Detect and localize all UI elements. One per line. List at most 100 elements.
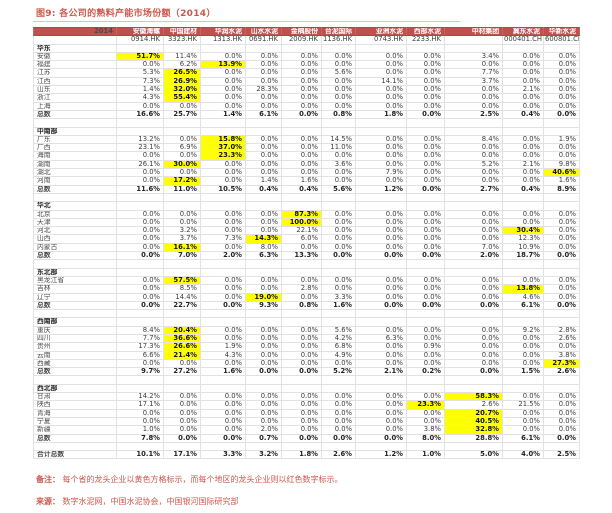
empty-cell [406,383,445,394]
value-cell: 0.0% [116,358,164,369]
value-cell: 3.8% [543,350,580,360]
value-cell: 10.5% [200,184,246,194]
value-cell: 3.7% [444,76,503,87]
value-cell: 0.0% [281,151,322,161]
value-cell: 0.0% [321,242,356,253]
row-label: 福建 [33,60,117,70]
value-cell: 0.0% [321,217,356,228]
value-cell: 6.6% [116,350,164,360]
empty-cell [406,441,445,452]
row-label: 黑龙江省 [33,275,117,286]
leader-value-cell-red: 11.6% [116,184,164,194]
value-cell: 0.0% [406,109,445,120]
value-cell: 0.0% [245,325,282,336]
value-cell: 0.0% [281,60,322,70]
value-cell: 0.0% [502,134,544,145]
stock-code-cell [444,35,503,45]
empty-cell [200,43,246,53]
empty-cell [281,118,322,128]
value-cell: 0.0% [245,134,282,145]
empty-cell [543,43,580,53]
empty-cell [543,317,580,327]
value-cell: 0.0% [406,76,445,87]
stock-code-cell: 0743.HK [355,35,407,45]
value-cell: 11.0% [321,143,356,153]
value-cell: 3.3% [321,292,356,302]
empty-cell [543,383,580,394]
empty-cell [444,126,503,136]
value-cell: 0.0% [543,400,580,410]
value-cell: 0.0% [281,433,322,443]
value-cell: 0.0% [245,416,282,427]
empty-cell [444,267,503,277]
note-remark-label: 备注： [36,475,60,484]
total-row: 总数 9.7% 27.2% 1.6% 0.0% 0.0% 5.2% 2.1% 0.2% 0.0% 1… [33,367,580,377]
value-cell: 0.0% [200,400,246,410]
empty-cell [163,317,201,327]
value-cell: 0.0% [321,60,356,70]
row-label: 云南 [33,350,117,360]
value-cell: 1.2% [355,450,407,460]
row-label: 合计总数 [33,450,117,460]
company-header-cell: 中材集团 [444,26,503,37]
empty-cell [200,441,246,452]
value-cell: 0.0% [116,300,164,311]
value-cell: 4.9% [321,350,356,360]
value-cell: 0.0% [245,342,282,352]
empty-cell [200,126,246,136]
value-cell: 0.0% [281,292,322,302]
empty-label-cell [33,259,117,269]
value-cell: 0.0% [321,408,356,418]
value-cell: 0.0% [444,275,503,286]
value-cell: 0.0% [163,433,201,443]
empty-cell [406,259,445,269]
empty-cell [502,126,544,136]
value-cell: 0.0% [245,143,282,153]
leader-value-cell-red: 27.2% [163,367,201,377]
row-label: 浙江 [33,93,117,103]
province-row: 甘肃 14.2% 0.0% 0.0% 0.0% 0.0% 0.0% 0.0% 0.0% 58.3%… [33,392,580,402]
empty-cell [281,43,322,53]
value-cell: 8.9% [543,184,580,194]
province-row: 浙江 4.3% 55.4% 0.0% 0.0% 0.0% 0.0% 0.0% 0.0% 0.0% 0… [33,93,580,103]
empty-cell [321,259,356,269]
value-cell: 0.0% [502,408,544,418]
value-cell: 0.0% [355,284,407,294]
value-cell: 0.0% [116,226,164,236]
table-body: 2014 安徽海螺 中国建材 华润水泥 山水水泥 金隅股份 台泥国际 亚洲水泥 西部水泥 中材集团… [33,26,580,460]
empty-cell [281,267,322,277]
empty-cell [406,201,445,211]
empty-cell [163,267,201,277]
province-row: 河南 0.0% 17.2% 0.0% 1.4% 1.6% 0.0% 0.0% 0.0% 0.0% 0… [33,176,580,186]
empty-cell [321,383,356,394]
value-cell: 0.0% [543,300,580,311]
province-row: 天津 0.0% 0.0% 0.0% 0.0% 100.0% 0.0% 0.0% 0.0% 0.0%… [33,217,580,228]
figure-title: 图9: 各公司的熟料产能市场份额（2014） [36,9,216,19]
value-cell: 0.0% [321,358,356,369]
empty-cell [355,375,407,385]
empty-cell [200,118,246,128]
stock-code-cell: 1136.HK [321,35,356,45]
value-cell: 0.8% [321,109,356,120]
region-label: 华东 [33,43,117,53]
empty-cell [163,192,201,203]
value-cell: 0.0% [355,85,407,95]
empty-cell [543,441,580,452]
value-cell: 17.1% [116,400,164,410]
value-cell: 0.0% [444,292,503,302]
stock-code-cell: 0691.HK [245,35,282,45]
leader-value-cell-yellow: 13.8% [502,284,544,294]
value-cell: 16.6% [116,109,164,120]
value-cell: 0.0% [245,408,282,418]
empty-cell [444,375,503,385]
section-header-row: 西北部 [33,383,580,394]
value-cell: 8.5% [163,284,201,294]
value-cell: 9.2% [502,325,544,336]
province-row: 河北 0.0% 3.2% 0.0% 0.0% 22.1% 0.0% 0.0% 0.0% 0.0% 3… [33,226,580,236]
value-cell: 0.0% [321,176,356,186]
empty-cell [245,375,282,385]
value-cell: 0.0% [281,242,322,253]
value-cell: 0.0% [502,51,544,62]
section-header-row: 中南部 [33,126,580,136]
